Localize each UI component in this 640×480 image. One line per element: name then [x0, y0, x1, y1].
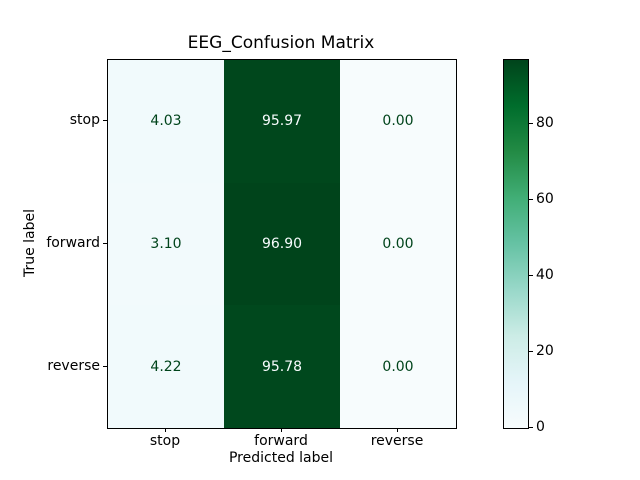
- x-tick-mark: [165, 428, 166, 432]
- cell-value: 0.00: [382, 235, 414, 252]
- colorbar-tick-mark: [529, 275, 533, 277]
- y-tick-mark: [103, 120, 107, 122]
- cell-value: 96.90: [261, 235, 303, 252]
- x-tick-label-stop: stop: [149, 433, 181, 449]
- matrix-cell-stop-reverse: 0.00: [340, 60, 456, 183]
- x-tick-mark: [397, 428, 398, 432]
- matrix-cell-reverse-reverse: 0.00: [340, 305, 456, 428]
- matrix-cell-forward-stop: 3.10: [108, 182, 224, 306]
- colorbar-tick-label-20: 20: [536, 343, 554, 360]
- matrix-cell-stop-stop: 4.03: [108, 60, 224, 183]
- colorbar-tick-mark: [529, 123, 533, 125]
- colorbar-tick-mark: [529, 427, 533, 428]
- y-tick-mark: [103, 365, 107, 367]
- colorbar-tick-label-0: 0: [536, 419, 545, 435]
- cell-value: 4.22: [150, 358, 182, 375]
- colorbar-tick-label-40: 40: [536, 267, 554, 284]
- x-tick-mark: [281, 428, 282, 432]
- matrix-cell-stop-forward: 95.97: [224, 60, 340, 183]
- colorbar-tick-label-60: 60: [536, 191, 554, 208]
- colorbar: [503, 59, 529, 429]
- cell-value: 95.97: [261, 113, 303, 130]
- x-tick-label-forward: forward: [254, 433, 308, 449]
- matrix-cell-reverse-stop: 4.22: [108, 305, 224, 428]
- cell-value: 4.03: [150, 113, 182, 130]
- x-axis-label: Predicted label: [228, 450, 334, 466]
- y-tick-label-stop: stop: [69, 112, 100, 129]
- y-tick-label-forward: forward: [46, 235, 100, 251]
- colorbar-tick-label-80: 80: [536, 115, 554, 132]
- y-tick-mark: [103, 243, 107, 244]
- matrix-cell-forward-reverse: 0.00: [340, 182, 456, 306]
- colorbar-tick-mark: [529, 351, 533, 353]
- chart-title: EEG_Confusion Matrix: [187, 33, 375, 53]
- cell-value: 95.78: [261, 358, 303, 375]
- x-tick-label-reverse: reverse: [370, 433, 424, 449]
- matrix-cell-forward-forward: 96.90: [224, 182, 340, 306]
- heatmap-axes: 4.03 95.97 0.00 3.10 96.90 0.00 4.22 95.78 0.00: [107, 59, 457, 429]
- cell-value: 0.00: [382, 358, 414, 375]
- cell-value: 3.10: [150, 235, 182, 252]
- colorbar-tick-mark: [529, 199, 533, 201]
- matrix-cell-reverse-forward: 95.78: [224, 305, 340, 428]
- cell-value: 0.00: [382, 113, 414, 130]
- y-tick-label-reverse: reverse: [47, 357, 100, 374]
